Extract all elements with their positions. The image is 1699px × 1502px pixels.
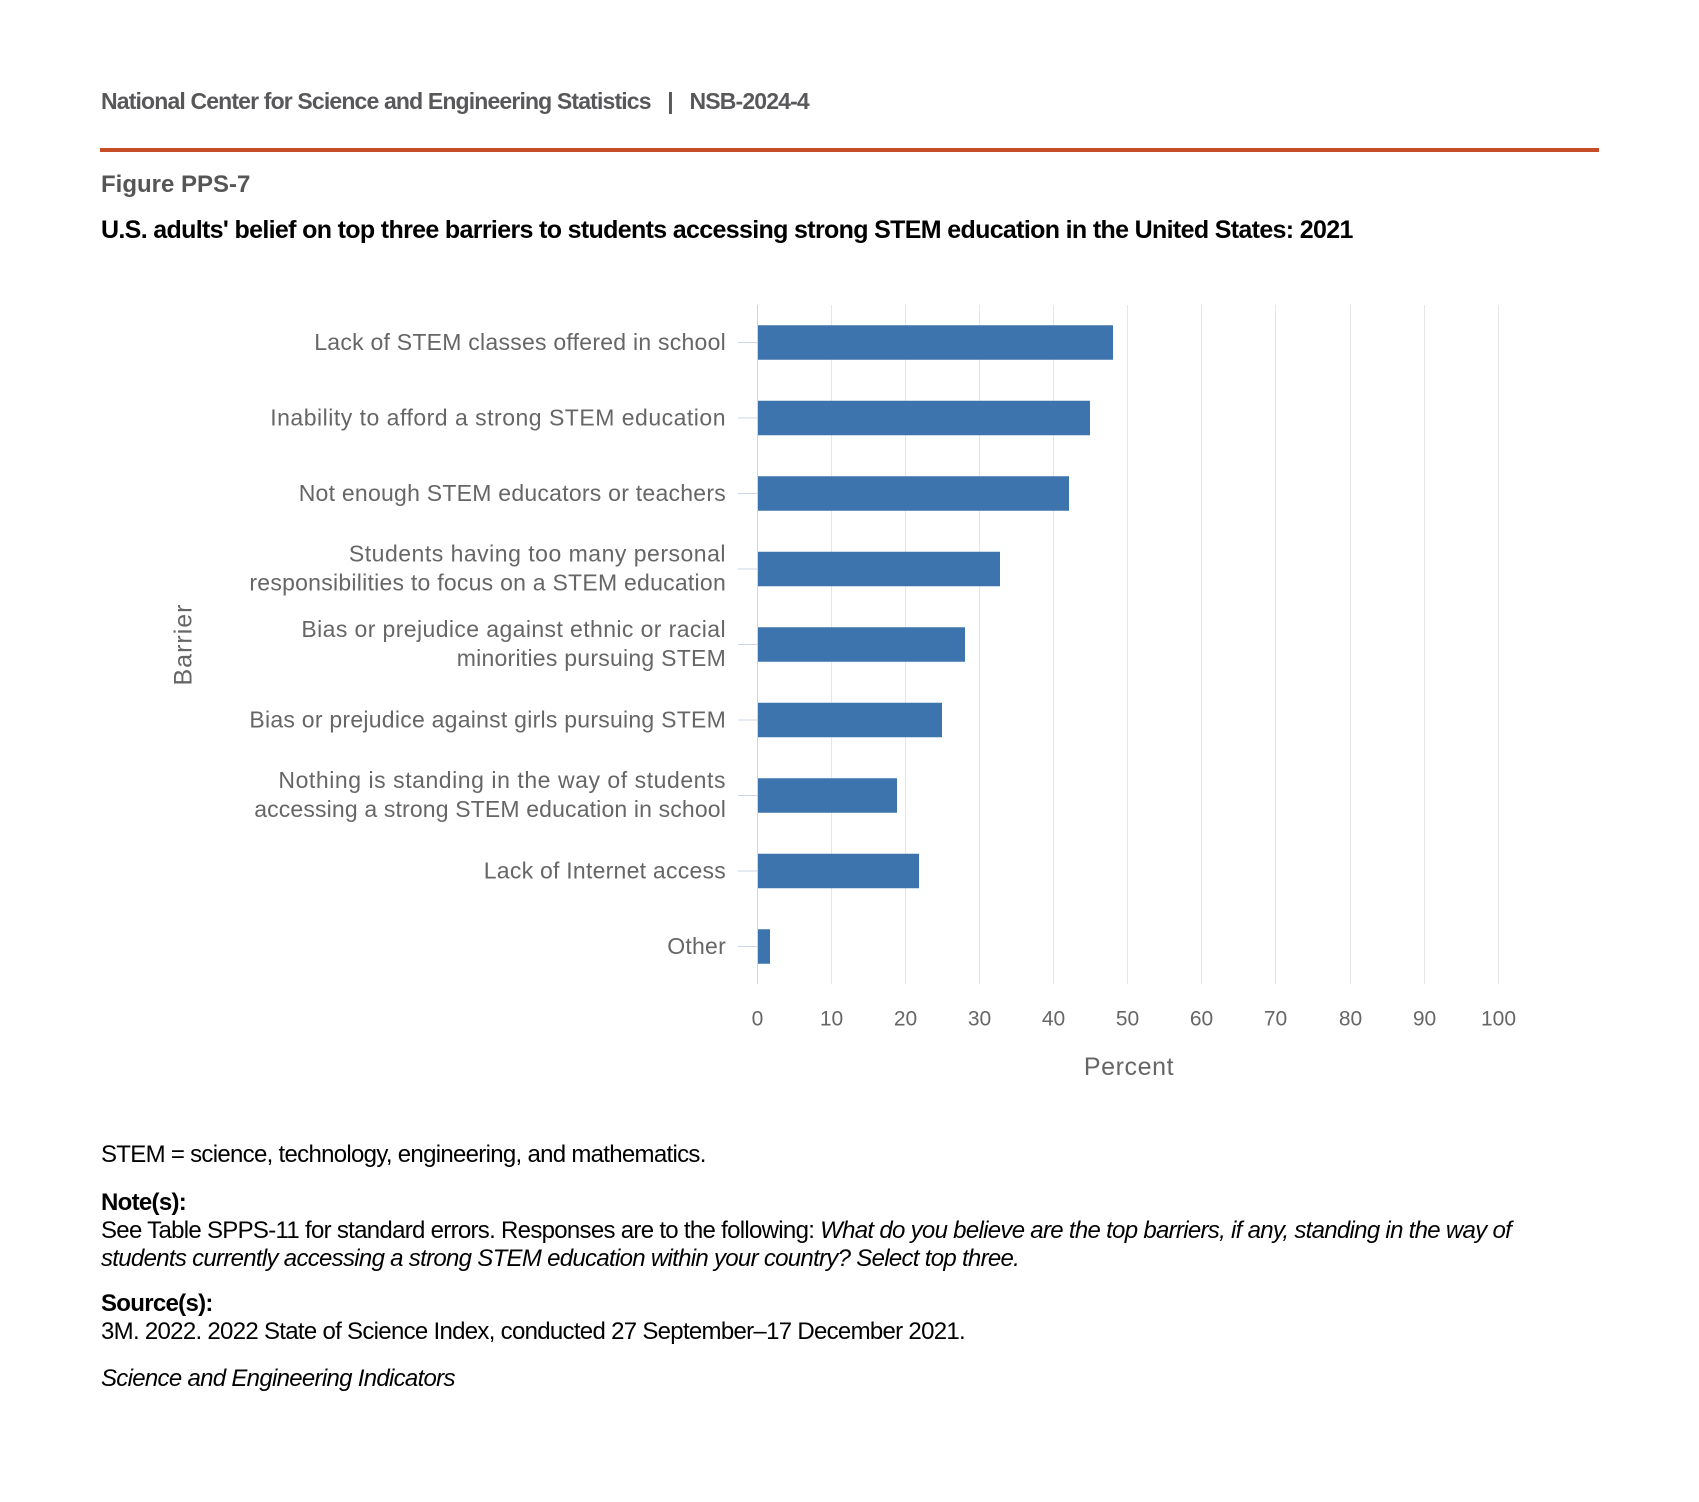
svg-text:Inability to afford a strong S: Inability to afford a strong STEM educat… xyxy=(270,405,726,431)
svg-text:40: 40 xyxy=(1042,1008,1065,1031)
svg-text:Bias or prejudice against ethn: Bias or prejudice against ethnic or raci… xyxy=(301,616,726,642)
svg-text:0: 0 xyxy=(752,1008,764,1031)
svg-text:Lack of Internet access: Lack of Internet access xyxy=(484,858,726,884)
svg-text:minorities pursuing STEM: minorities pursuing STEM xyxy=(457,645,726,671)
svg-text:Nothing is standing in the way: Nothing is standing in the way of studen… xyxy=(278,767,726,793)
svg-text:Other: Other xyxy=(667,933,726,959)
svg-text:20: 20 xyxy=(894,1008,917,1031)
svg-text:accessing a strong STEM educat: accessing a strong STEM education in sch… xyxy=(254,796,726,822)
svg-text:responsibilities to focus on a: responsibilities to focus on a STEM educ… xyxy=(249,569,726,595)
svg-text:70: 70 xyxy=(1264,1008,1287,1031)
svg-text:Bias or prejudice against girl: Bias or prejudice against girls pursuing… xyxy=(249,707,726,733)
svg-text:50: 50 xyxy=(1116,1008,1139,1031)
svg-text:60: 60 xyxy=(1190,1008,1213,1031)
svg-text:30: 30 xyxy=(968,1008,991,1031)
svg-text:Lack of STEM classes offered i: Lack of STEM classes offered in school xyxy=(314,329,726,355)
svg-text:90: 90 xyxy=(1413,1008,1436,1031)
svg-text:Percent: Percent xyxy=(1084,1053,1174,1081)
svg-text:10: 10 xyxy=(820,1008,843,1031)
svg-text:Barrier: Barrier xyxy=(170,603,198,685)
svg-text:80: 80 xyxy=(1339,1008,1362,1031)
svg-text:100: 100 xyxy=(1481,1008,1516,1031)
svg-text:Students having too many perso: Students having too many personal xyxy=(349,540,726,566)
svg-text:Not enough STEM educators or t: Not enough STEM educators or teachers xyxy=(299,480,726,506)
